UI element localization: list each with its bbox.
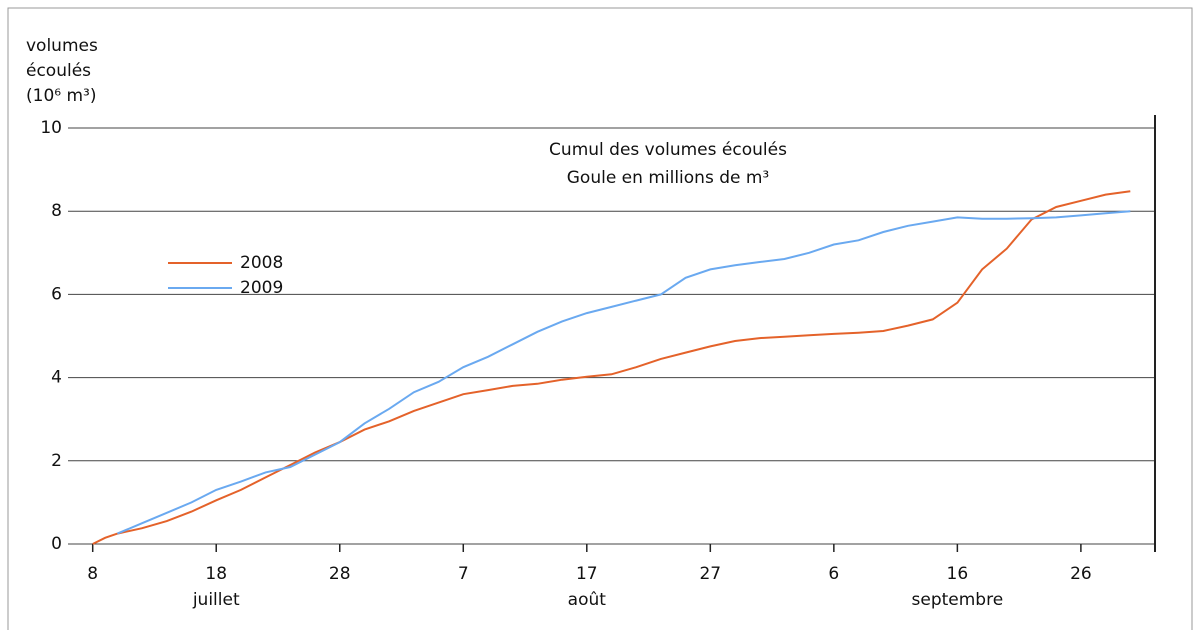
frame [7, 7, 1193, 630]
y-label: volumes [26, 36, 98, 56]
x-tick-label: 6 [828, 564, 839, 584]
y-tick-label: 6 [51, 284, 62, 304]
x-tick-label: 17 [576, 564, 598, 584]
series-line [92, 190, 1131, 545]
y-tick-label: 4 [51, 368, 62, 388]
month-label: juillet [192, 590, 240, 610]
chart-title: Cumul des volumes écoulés [549, 140, 787, 160]
x-tick-label: 7 [458, 564, 469, 584]
x-tick-label: 8 [87, 564, 98, 584]
y-tick-label: 0 [51, 534, 62, 554]
y-label: (10⁶ m³) [26, 86, 97, 106]
month-label: août [568, 590, 607, 610]
y-tick-label: 10 [40, 118, 62, 138]
y-tick-label: 2 [51, 451, 62, 471]
x-tick-label: 27 [699, 564, 721, 584]
x-tick-label: 26 [1070, 564, 1092, 584]
chart-title: Goule en millions de m³ [567, 168, 770, 188]
y-tick-label: 8 [51, 201, 62, 221]
month-label: septembre [912, 590, 1004, 610]
legend-label: 2008 [240, 253, 283, 273]
legend-label: 2009 [240, 278, 283, 298]
y-label: écoulés [26, 61, 91, 81]
x-tick-label: 18 [205, 564, 227, 584]
series-line [117, 210, 1131, 535]
x-tick-label: 16 [947, 564, 969, 584]
x-tick-label: 28 [329, 564, 351, 584]
